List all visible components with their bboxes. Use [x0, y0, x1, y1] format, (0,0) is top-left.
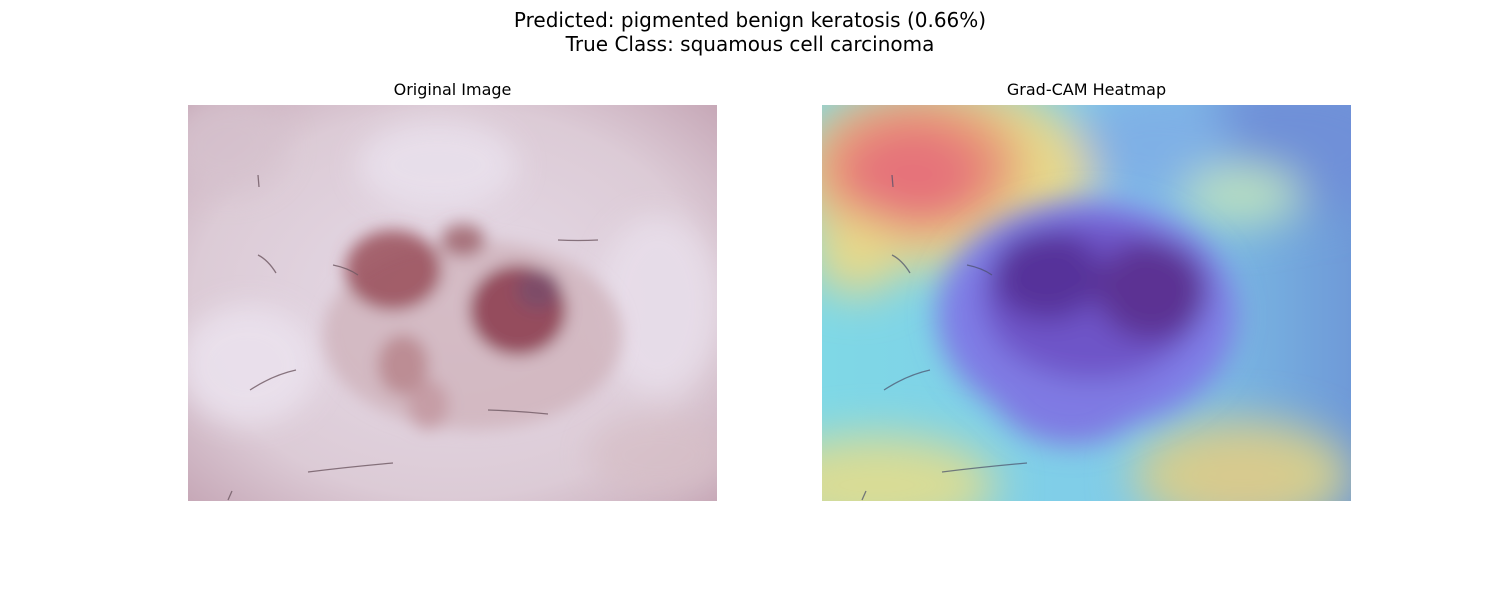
figure-suptitle: Predicted: pigmented benign keratosis (0…	[0, 8, 1500, 56]
gradcam-heatmap-title: Grad-CAM Heatmap	[1006, 80, 1167, 99]
title-predicted: Predicted: pigmented benign keratosis (0…	[513, 8, 987, 32]
original-image	[188, 105, 717, 501]
title-true-class: True Class: squamous cell carcinoma	[565, 32, 935, 56]
original-image-title: Original Image	[393, 80, 512, 99]
gradcam-heatmap-image	[822, 105, 1351, 501]
gradcam-heatmap-graphic	[822, 105, 1351, 501]
original-image-graphic	[188, 105, 717, 501]
